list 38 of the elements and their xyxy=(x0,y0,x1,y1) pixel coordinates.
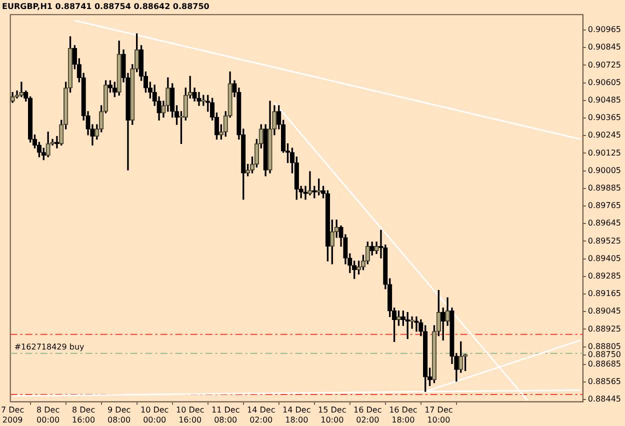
y-tick-label: 0.90125 xyxy=(588,148,622,158)
y-tick-label: 0.89765 xyxy=(588,201,622,210)
y-tick-label: 0.89165 xyxy=(588,289,622,298)
x-tick-label: 10 Dec 00:00 xyxy=(140,406,169,424)
y-tick-label: 0.89045 xyxy=(588,306,622,316)
chart-title: EURGBP,H1 0.88741 0.88754 0.88642 0.88750 xyxy=(2,2,210,11)
x-tick-label: 17 Dec 10:00 xyxy=(424,406,453,424)
y-tick-label: 0.88925 xyxy=(588,324,622,334)
x-tick-label: 15 Dec 10:00 xyxy=(318,406,346,424)
y-tick-label: 0.88685 xyxy=(588,359,622,368)
y-tick-label: 0.90005 xyxy=(588,166,622,175)
x-tick-label: 14 Dec 02:00 xyxy=(247,406,276,424)
ref-line-label: #162718429 buy xyxy=(14,342,85,352)
y-tick-label: 0.89645 xyxy=(588,218,622,228)
y-tick-label: 0.90245 xyxy=(588,130,622,140)
x-tick-label: 7 Dec 2009 xyxy=(1,406,24,424)
y-tick-label: 0.89285 xyxy=(588,271,622,280)
x-tick-label: 11 Dec 08:00 xyxy=(212,406,240,424)
x-tick-label: 8 Dec 16:00 xyxy=(72,406,96,424)
y-tick-label: 0.89885 xyxy=(588,183,622,192)
y-tick-label: 0.90605 xyxy=(588,78,622,87)
y-tick-label: 0.89525 xyxy=(588,236,622,246)
y-tick-label: 0.88805 xyxy=(588,342,622,351)
x-tick-label: 9 Dec 08:00 xyxy=(108,406,131,424)
y-tick-label: 0.88445 xyxy=(588,394,622,404)
y-tick-label: 0.90365 xyxy=(588,113,622,122)
x-tick-label: 8 Dec 00:00 xyxy=(36,406,60,424)
x-tick-label: 10 Dec 16:00 xyxy=(176,406,204,424)
x-tick-label: 16 Dec 18:00 xyxy=(389,406,418,424)
y-tick-label: 0.89405 xyxy=(588,254,622,263)
y-tick-label: 0.90845 xyxy=(588,42,622,52)
y-tick-label: 0.90485 xyxy=(588,95,622,104)
y-tick-label: 0.90725 xyxy=(588,60,622,70)
y-tick-label: 0.88750 xyxy=(588,350,622,359)
x-tick-label: 14 Dec 18:00 xyxy=(282,406,311,424)
x-tick-label: 16 Dec 02:00 xyxy=(354,406,382,424)
y-tick-label: 0.90965 xyxy=(588,25,622,34)
y-tick-label: 0.88565 xyxy=(588,377,622,386)
